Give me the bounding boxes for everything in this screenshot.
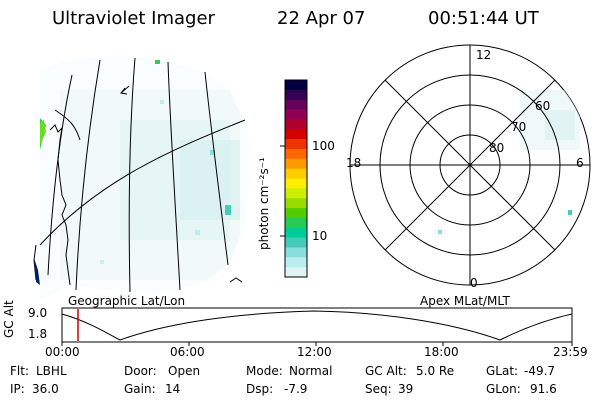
colorbar-band bbox=[285, 188, 307, 199]
altitude-timeline bbox=[61, 307, 573, 346]
footer-gcalt-value: 5.0 Re bbox=[416, 364, 455, 378]
footer-glat-label: GLat: bbox=[486, 364, 519, 378]
colorbar-band bbox=[285, 139, 307, 150]
colorbar-band bbox=[285, 198, 307, 209]
timeline-x-tick-2: 12:00 bbox=[297, 345, 332, 359]
timeline-x-tick-4: 23:59 bbox=[553, 345, 588, 359]
colorbar-tick-100: 100 bbox=[312, 139, 335, 153]
mlt-label-right: 6 bbox=[576, 156, 584, 170]
footer-glon-value: 91.6 bbox=[530, 382, 557, 396]
colorbar-tick-10: 10 bbox=[312, 229, 328, 243]
observation-time: 00:51:44 UT bbox=[428, 8, 539, 29]
colorbar-band bbox=[285, 80, 307, 91]
geographic-image-panel bbox=[33, 55, 250, 300]
timeline-y-tick-min: 1.8 bbox=[28, 327, 48, 341]
lat-label-70: 70 bbox=[511, 120, 527, 134]
footer-dsp-value: -7.9 bbox=[284, 382, 308, 396]
colorbar-unit-label: photon cm⁻²s⁻¹ bbox=[257, 157, 271, 250]
colorbar-band bbox=[285, 178, 307, 189]
colorbar bbox=[285, 80, 307, 278]
geo-grid-lines bbox=[39, 57, 246, 293]
mlt-label-left: 18 bbox=[346, 156, 362, 170]
auroral-emission bbox=[40, 90, 240, 280]
colorbar-band bbox=[285, 227, 307, 239]
footer-ip-label: IP: bbox=[10, 382, 25, 396]
footer-door-label: Door: bbox=[124, 364, 157, 378]
timeline-x-tick-3: 18:00 bbox=[424, 345, 459, 359]
colorbar-band bbox=[285, 168, 307, 180]
footer-door-value: Open bbox=[168, 364, 201, 378]
colorbar-band bbox=[285, 267, 307, 278]
colorbar-band bbox=[285, 109, 307, 120]
polar-emission bbox=[438, 90, 580, 234]
observation-date: 22 Apr 07 bbox=[277, 8, 366, 29]
timeline-y-tick-max: 9.0 bbox=[28, 306, 48, 320]
colorbar-band bbox=[285, 247, 307, 258]
mlt-label-top: 12 bbox=[476, 48, 492, 62]
footer-mode-value: Normal bbox=[289, 364, 333, 378]
colorbar-band bbox=[285, 148, 307, 160]
mlt-label-bottom: 0 bbox=[470, 276, 478, 290]
timeline-x-tick-1: 06:00 bbox=[170, 345, 205, 359]
footer-flt-label: Flt: bbox=[10, 364, 29, 378]
footer-ip-value: 36.0 bbox=[32, 382, 59, 396]
colorbar-band bbox=[285, 129, 307, 140]
footer-seq-label: Seq: bbox=[365, 382, 392, 396]
colorbar-band bbox=[285, 158, 307, 170]
lat-label-80: 80 bbox=[489, 141, 505, 155]
polar-plot bbox=[349, 44, 591, 286]
footer-mode-label: Mode: bbox=[246, 364, 283, 378]
instrument-title: Ultraviolet Imager bbox=[52, 8, 215, 29]
footer-gain-value: 14 bbox=[165, 382, 181, 396]
colorbar-band bbox=[285, 217, 307, 229]
timeline-y-label: GC Alt bbox=[2, 300, 16, 338]
footer-flt-value: LBHL bbox=[36, 364, 67, 378]
footer-glat-value: -49.7 bbox=[524, 364, 556, 378]
footer-dsp-label: Dsp: bbox=[246, 382, 274, 396]
footer-gcalt-label: GC Alt: bbox=[365, 364, 407, 378]
colorbar-band bbox=[285, 89, 307, 101]
colorbar-band bbox=[285, 257, 307, 268]
colorbar-band bbox=[285, 119, 307, 130]
footer-glon-label: GLon: bbox=[486, 382, 521, 396]
footer-gain-label: Gain: bbox=[124, 382, 156, 396]
colorbar-band bbox=[285, 237, 307, 249]
lat-label-60: 60 bbox=[535, 99, 551, 113]
colorbar-band bbox=[285, 99, 307, 111]
geo-panel-label: Geographic Lat/Lon bbox=[68, 294, 186, 308]
footer-seq-value: 39 bbox=[398, 382, 414, 396]
apex-panel-label: Apex MLat/MLT bbox=[420, 294, 510, 308]
timeline-x-tick-0: 00:00 bbox=[45, 345, 80, 359]
colorbar-band bbox=[285, 208, 307, 219]
